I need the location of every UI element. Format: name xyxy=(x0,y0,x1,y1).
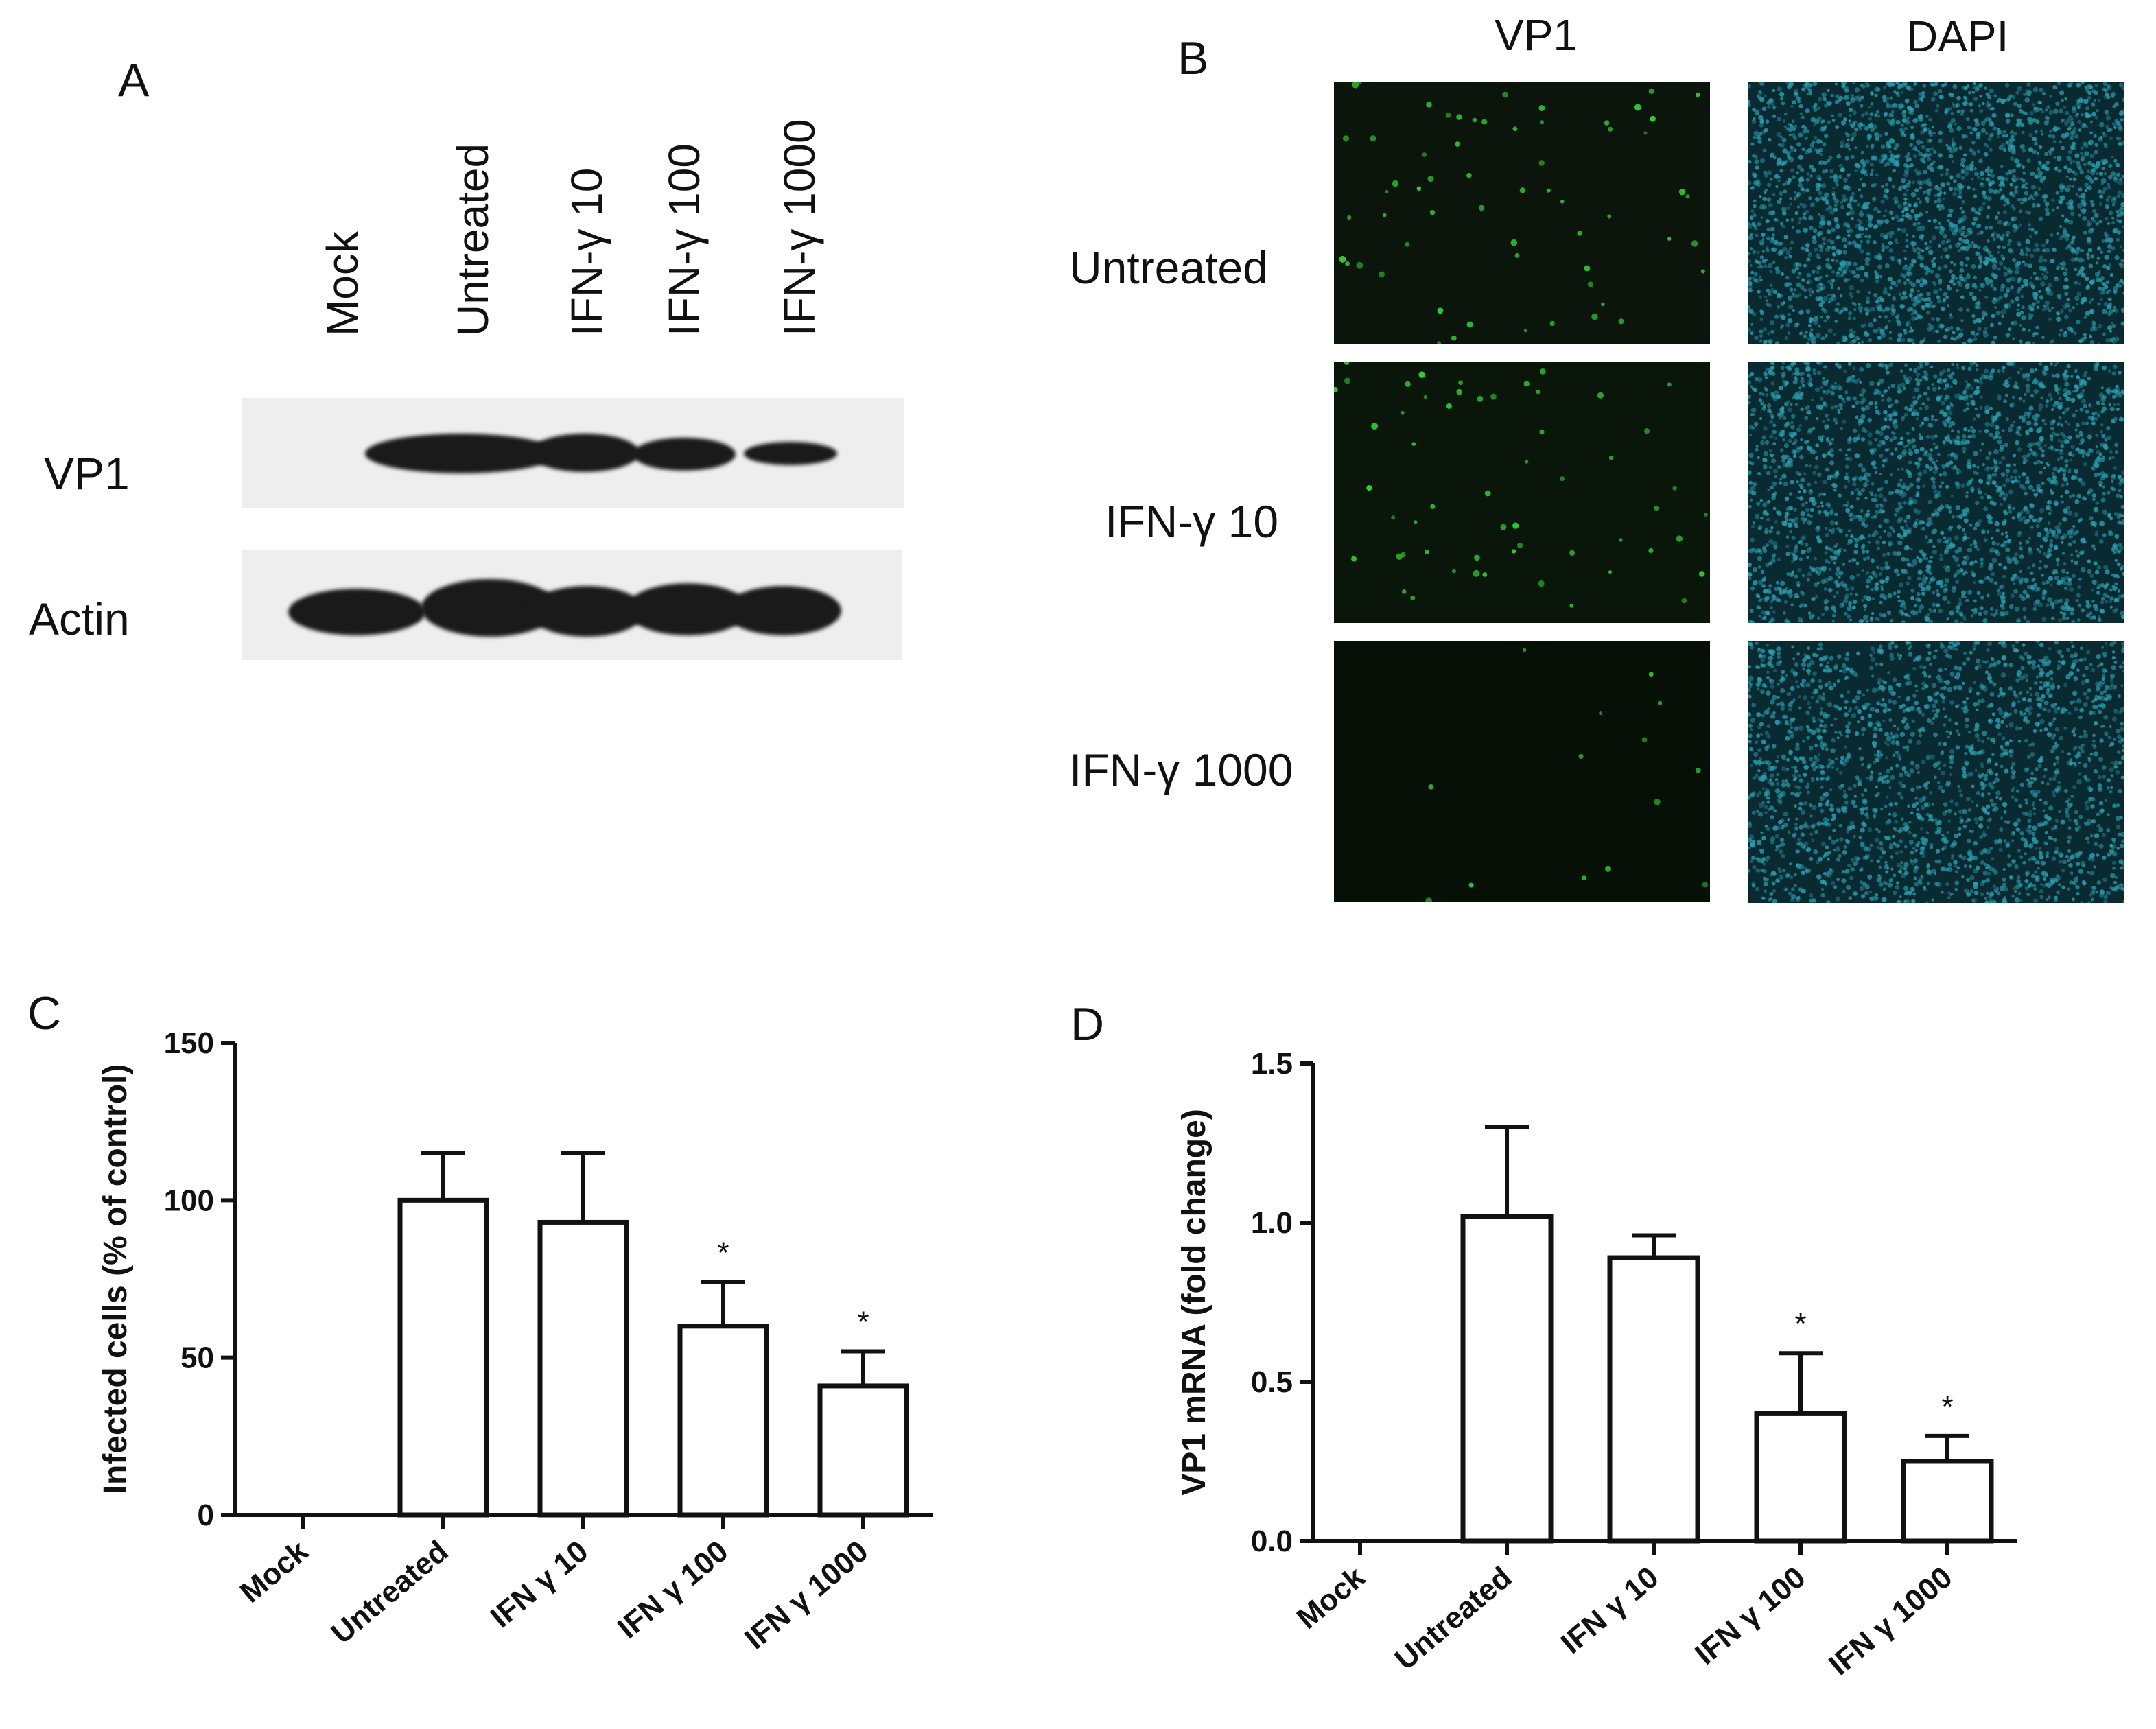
micrograph-dapi-ifn-10 xyxy=(1748,362,2124,623)
micrograph-vp1-untreated xyxy=(1334,82,1710,344)
vp1-western-blot xyxy=(242,398,904,508)
actin-band-ifn-10 xyxy=(528,586,645,637)
actin-band-ifn-1000 xyxy=(725,586,841,635)
micro-row-label-ifn-1000: IFN-γ 1000 xyxy=(1069,744,1293,795)
y-tick-label: 1.0 xyxy=(1251,1206,1293,1240)
blot-row-label-actin: Actin xyxy=(29,593,130,644)
x-tick-label-3: IFN γ 100 xyxy=(1689,1560,1812,1671)
y-tick-label: 1.5 xyxy=(1251,1047,1293,1081)
dapi-cell-layer xyxy=(1748,362,2124,623)
y-tick-label: 0 xyxy=(198,1498,214,1532)
lane-label-ifn-100: IFN-γ 100 xyxy=(659,143,709,336)
panel-b-letter: B xyxy=(1177,32,1209,84)
panel-a-letter: A xyxy=(118,54,150,106)
micrograph-vp1-ifn-10 xyxy=(1334,362,1710,623)
x-tick-label-0: Mock xyxy=(1291,1560,1372,1636)
x-tick-label-1: Untreated xyxy=(1389,1560,1519,1677)
blot-row-label-vp1: VP1 xyxy=(44,448,130,499)
vp1-band-ifn-1000 xyxy=(744,442,837,465)
lane-label-untreated: Untreated xyxy=(448,143,497,336)
dapi-cell-layer xyxy=(1748,82,2124,344)
vp1-cell-layer xyxy=(1334,362,1708,608)
x-tick-label-4: IFN γ 1000 xyxy=(738,1534,874,1656)
micrograph-dapi-ifn-1000 xyxy=(1748,641,2124,903)
bar-1 xyxy=(397,1197,489,1518)
y-axis-label: VP1 mRNA (fold change) xyxy=(1176,1109,1212,1496)
x-tick-label-2: IFN γ 10 xyxy=(484,1534,595,1634)
bar-2 xyxy=(537,1219,629,1518)
micrograph-vp1-ifn-1000 xyxy=(1334,641,1710,902)
panel-d-letter: D xyxy=(1070,998,1105,1050)
micro-row-label-untreated: Untreated xyxy=(1069,242,1268,293)
y-tick-label: 50 xyxy=(180,1341,214,1375)
y-tick-label: 150 xyxy=(164,1026,214,1060)
actin-western-blot xyxy=(242,550,902,660)
bar-1 xyxy=(1460,1214,1554,1544)
bar-chart-infected-cells: 0 50 100 150 Infected cells (% of control) Mo… xyxy=(97,1026,933,1656)
significance-marker-4: * xyxy=(1941,1390,1953,1424)
bar-4 xyxy=(817,1383,909,1518)
significance-marker-3: * xyxy=(717,1236,729,1270)
actin-band-mock xyxy=(288,589,425,635)
vp1-band-ifn-100 xyxy=(633,438,736,471)
micrograph-dapi-untreated xyxy=(1748,82,2124,344)
micro-row-label-ifn-10: IFN-γ 10 xyxy=(1105,496,1279,547)
x-tick-label-4: IFN γ 1000 xyxy=(1823,1560,1958,1682)
bar-4 xyxy=(1901,1459,1994,1544)
x-tick-label-2: IFN γ 10 xyxy=(1555,1560,1665,1660)
column-header-vp1: VP1 xyxy=(1495,10,1578,60)
vp1-band-untreated xyxy=(365,434,557,473)
x-tick-label-3: IFN γ 100 xyxy=(611,1534,735,1645)
significance-marker-3: * xyxy=(1794,1307,1806,1341)
lane-label-mock: Mock xyxy=(318,231,367,336)
panel-c-letter: C xyxy=(27,987,62,1039)
vp1-band-ifn-10 xyxy=(530,434,640,472)
bar-3 xyxy=(1754,1411,1847,1544)
y-axis-label: Infected cells (% of control) xyxy=(97,1064,134,1494)
y-tick-label: 100 xyxy=(164,1184,214,1217)
bar-2 xyxy=(1607,1255,1700,1544)
significance-marker-4: * xyxy=(857,1305,869,1339)
y-tick-label: 0.5 xyxy=(1251,1365,1293,1399)
bar-3 xyxy=(677,1324,769,1518)
bar-chart-vp1-mrna: 0.0 0.5 1.0 1.5 VP1 mRNA (fold change) Mock Un… xyxy=(1176,1047,2017,1682)
dapi-cell-layer xyxy=(1748,641,2124,903)
x-tick-label-0: Mock xyxy=(234,1534,315,1610)
column-header-dapi: DAPI xyxy=(1906,12,2009,61)
lane-label-ifn-1000: IFN-γ 1000 xyxy=(775,119,824,336)
y-tick-label: 0.0 xyxy=(1251,1525,1293,1558)
vp1-cell-layer xyxy=(1339,82,1705,344)
x-tick-label-1: Untreated xyxy=(325,1534,455,1651)
vp1-cell-layer xyxy=(1425,648,1708,902)
lane-label-ifn-10: IFN-γ 10 xyxy=(562,167,611,336)
